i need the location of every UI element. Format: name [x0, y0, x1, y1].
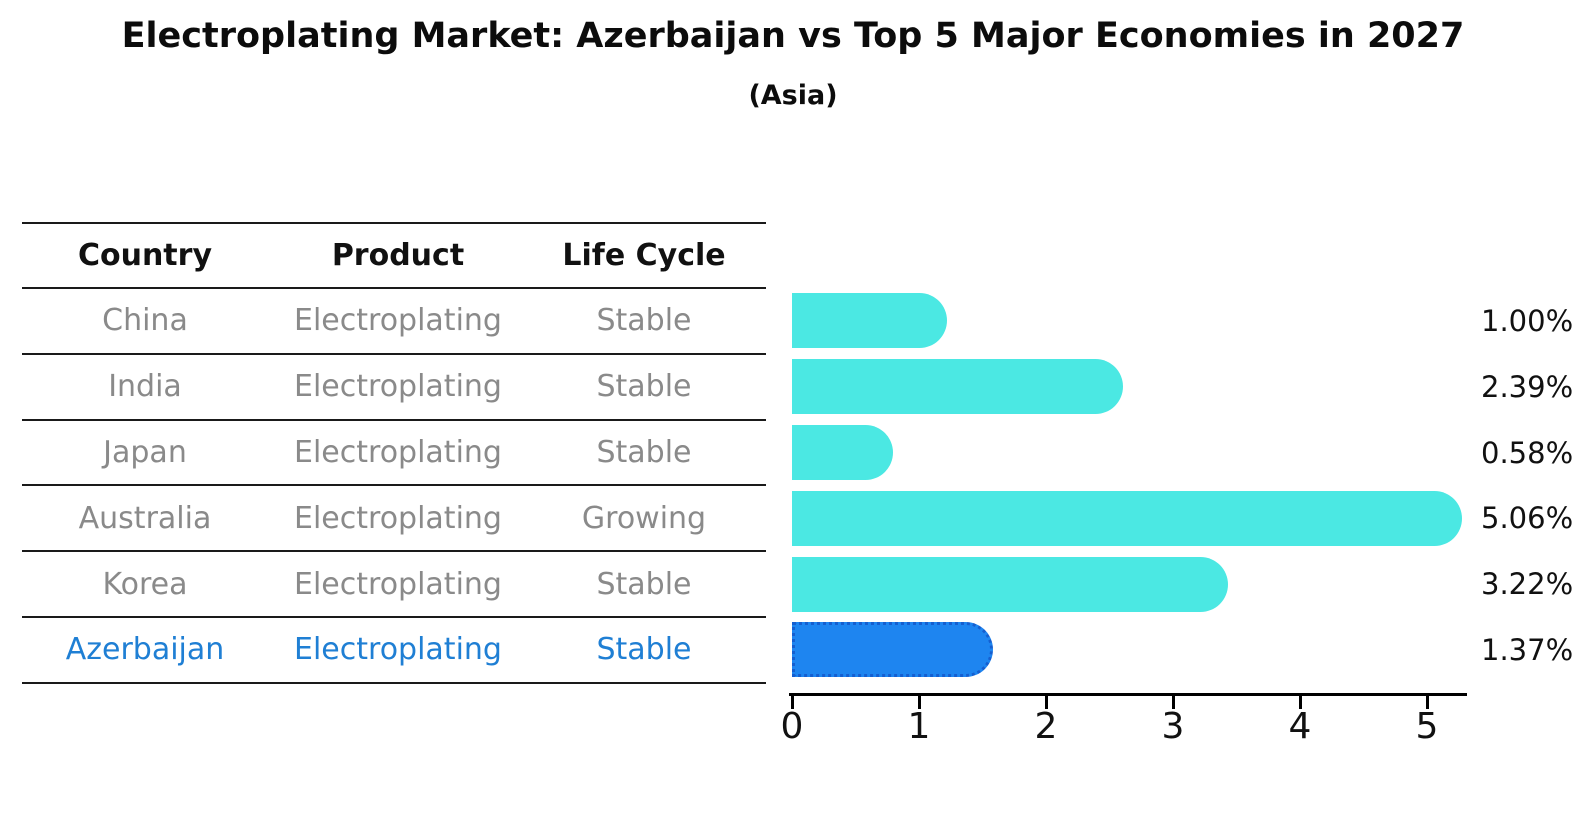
table-rule	[22, 681, 766, 684]
value-label-india: 2.39%	[1481, 369, 1574, 404]
bar-azerbaijan	[792, 622, 994, 678]
table-cell-life-cycle: Stable	[596, 303, 692, 339]
table-cell-product: Electroplating	[294, 632, 502, 668]
table-cell-country: China	[102, 303, 188, 339]
table-row: Japan Electroplating Stable	[22, 420, 766, 486]
table-row: Australia Electroplating Growing	[22, 485, 766, 551]
x-tick-label: 4	[1288, 706, 1312, 747]
table-rule	[22, 550, 766, 553]
value-label-australia: 5.06%	[1481, 501, 1574, 536]
table-cell-country: Korea	[102, 566, 188, 602]
bar-korea	[792, 556, 1229, 612]
table-cell-life-cycle: Growing	[581, 500, 707, 536]
chart-subtitle: (Asia)	[748, 80, 838, 111]
table-rule	[22, 484, 766, 487]
table-row: China Electroplating Stable	[22, 288, 766, 354]
x-axis-line	[789, 693, 1467, 696]
table-cell-product: Electroplating	[294, 500, 502, 536]
x-tick	[1171, 696, 1175, 709]
value-label-japan: 0.58%	[1481, 435, 1574, 470]
x-tick	[1298, 696, 1302, 709]
bar-china	[792, 293, 947, 349]
table-rule	[22, 222, 766, 224]
bar-japan	[792, 425, 894, 480]
value-label-china: 1.00%	[1481, 303, 1574, 338]
table-cell-life-cycle: Stable	[596, 566, 692, 602]
table-cell-life-cycle: Stable	[596, 632, 692, 668]
x-tick	[1044, 696, 1048, 709]
bar-australia	[792, 490, 1463, 546]
chart-title: Electroplating Market: Azerbaijan vs Top…	[121, 16, 1465, 56]
table-cell-life-cycle: Stable	[596, 434, 692, 470]
table-cell-country: Japan	[103, 434, 187, 470]
table-cell-country: Azerbaijan	[65, 632, 225, 668]
x-tick-label: 1	[907, 706, 931, 747]
table-header-life-cycle: Life Cycle	[562, 238, 726, 273]
table-cell-product: Electroplating	[294, 434, 502, 470]
x-tick-label: 0	[780, 706, 804, 747]
table-row: India Electroplating Stable	[22, 354, 766, 420]
table-header-product: Product	[331, 238, 465, 273]
x-tick	[917, 696, 921, 709]
table-cell-product: Electroplating	[294, 566, 502, 602]
table-row: Azerbaijan Electroplating Stable	[22, 617, 766, 683]
table-cell-product: Electroplating	[294, 303, 502, 339]
table-rule	[22, 418, 766, 421]
bar-india	[792, 359, 1124, 415]
table-rule	[22, 616, 766, 618]
x-tick	[1425, 696, 1429, 709]
table-rule	[22, 352, 766, 355]
table-rule	[22, 287, 766, 289]
value-label-korea: 3.22%	[1481, 567, 1574, 602]
x-tick-label: 3	[1161, 706, 1185, 747]
x-tick	[790, 696, 794, 709]
table-cell-product: Electroplating	[294, 369, 502, 405]
table-row: Korea Electroplating Stable	[22, 551, 766, 617]
x-tick-label: 5	[1415, 706, 1439, 747]
value-label-azerbaijan: 1.37%	[1481, 632, 1574, 667]
table-header-country: Country	[77, 238, 213, 273]
table-cell-country: India	[108, 369, 182, 405]
x-tick-label: 2	[1034, 706, 1058, 747]
table-cell-life-cycle: Stable	[596, 369, 692, 405]
table-cell-country: Australia	[78, 500, 212, 536]
